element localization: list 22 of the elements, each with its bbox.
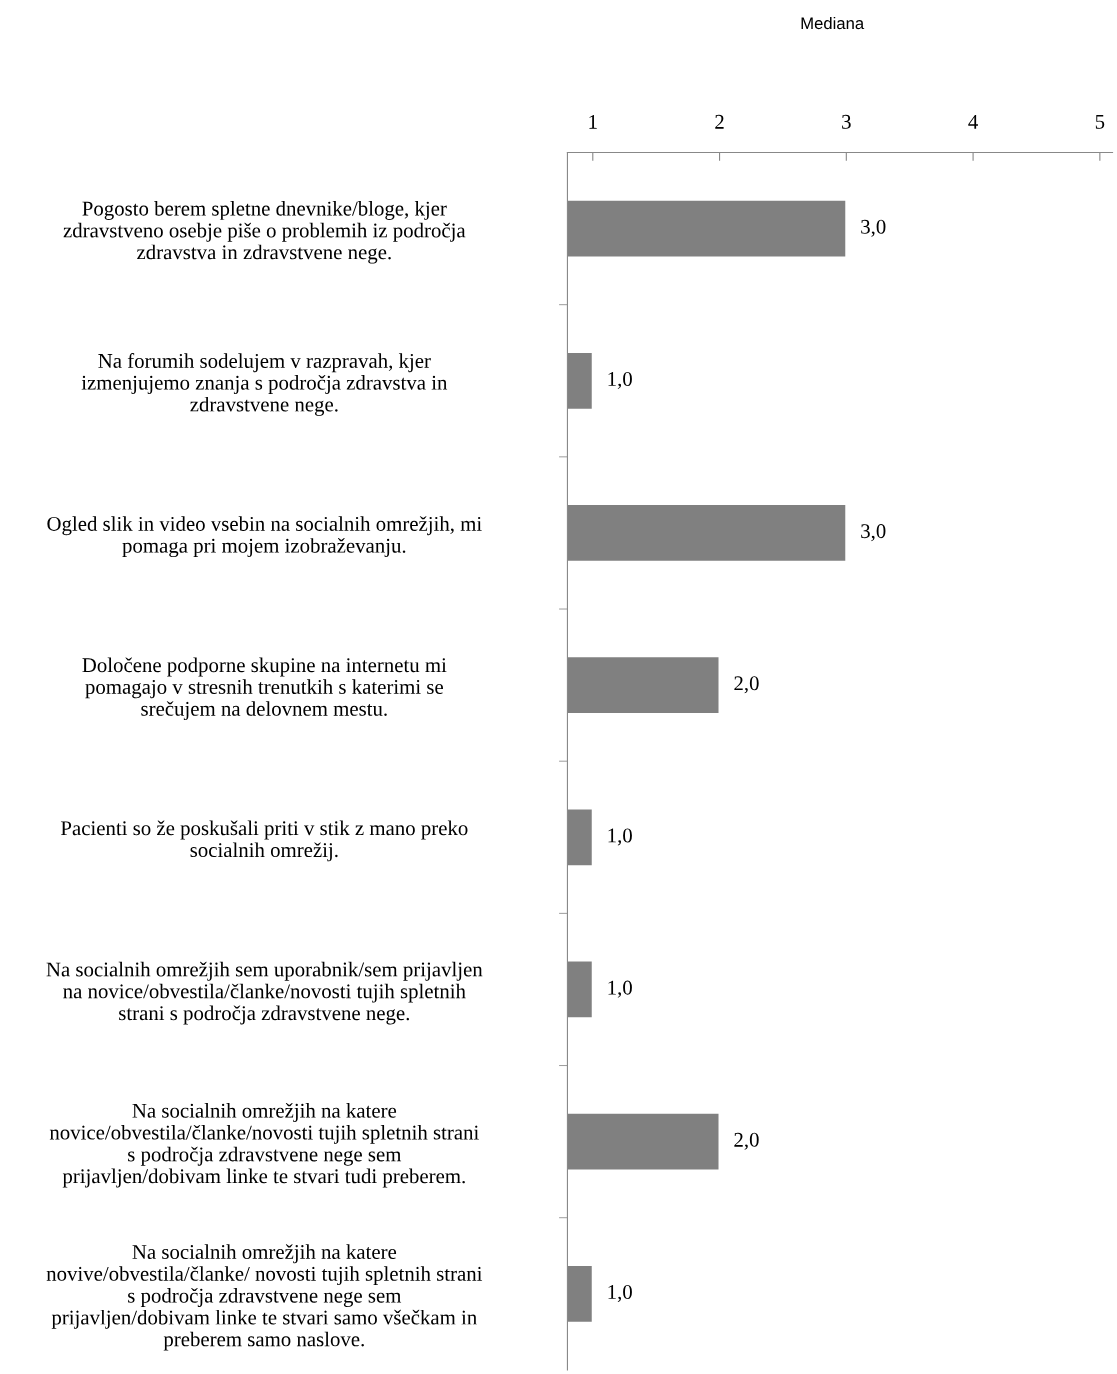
y-tick-label: Na socialnih omrežjih na katere novive/obvestila/članke/ novosti tujih spletnih strani s področja zdravstvene nege sem prijavljen/dobivam linke te stvari samo všečkam in preberem samo naslove.: [46, 1244, 483, 1351]
data-label: 2,0: [734, 676, 759, 694]
data-label: 1,0: [608, 980, 632, 998]
data-label: 3,0: [861, 524, 886, 542]
data-label: 1,0: [608, 371, 632, 389]
data-label: 1,0: [608, 1284, 632, 1303]
y-tick-label: Pacienti so že poskušali priti v stik z mano preko socialnih omrežij.: [60, 820, 468, 862]
y-tick-label: Na socialnih omrežjih sem uporabnik/sem prijavljen na novice/obvestila/članke/novosti tujih spletnih strani s področja zdravstvene nege.: [46, 961, 483, 1025]
x-tick-label: 5: [1095, 114, 1105, 129]
data-label: 1,0: [608, 828, 632, 846]
y-tick-label: Ogled slik in video vsebin na socialnih omrežjih, mi pomaga pri mojem izobraževanju.: [47, 516, 482, 558]
text: Mediana: [801, 16, 865, 30]
x-tick-label: 2: [715, 114, 724, 129]
y-tick-label: Določene podporne skupine na internetu mi pomagajo v stresnih trenutkih s katerimi se srečujem na delovnem mestu.: [82, 657, 447, 721]
x-tick-label: 1: [589, 114, 597, 129]
x-tick-label: 4: [968, 114, 978, 129]
y-tick-label: Na forumih sodelujem v razpravah, kjer izmenjujemo znanja s področja zdravstva in zdravstvene nege.: [81, 353, 448, 416]
y-tick-label: Na socialnih omrežjih na katere novice/obvestila/članke/novosti tujih spletnih strani s področja zdravstvene nege sem prijavljen/dobivam linke te stvari tudi preberem.: [49, 1103, 479, 1188]
data-label: 2,0: [734, 1132, 759, 1150]
y-tick-label: Pogosto berem spletne dnevnike/bloge, kjer zdravstveno osebje piše o problemih iz področja zdravstva in zdravstvene nege.: [63, 200, 466, 264]
x-tick-label: 3: [842, 114, 851, 129]
data-label: 3,0: [861, 219, 886, 237]
